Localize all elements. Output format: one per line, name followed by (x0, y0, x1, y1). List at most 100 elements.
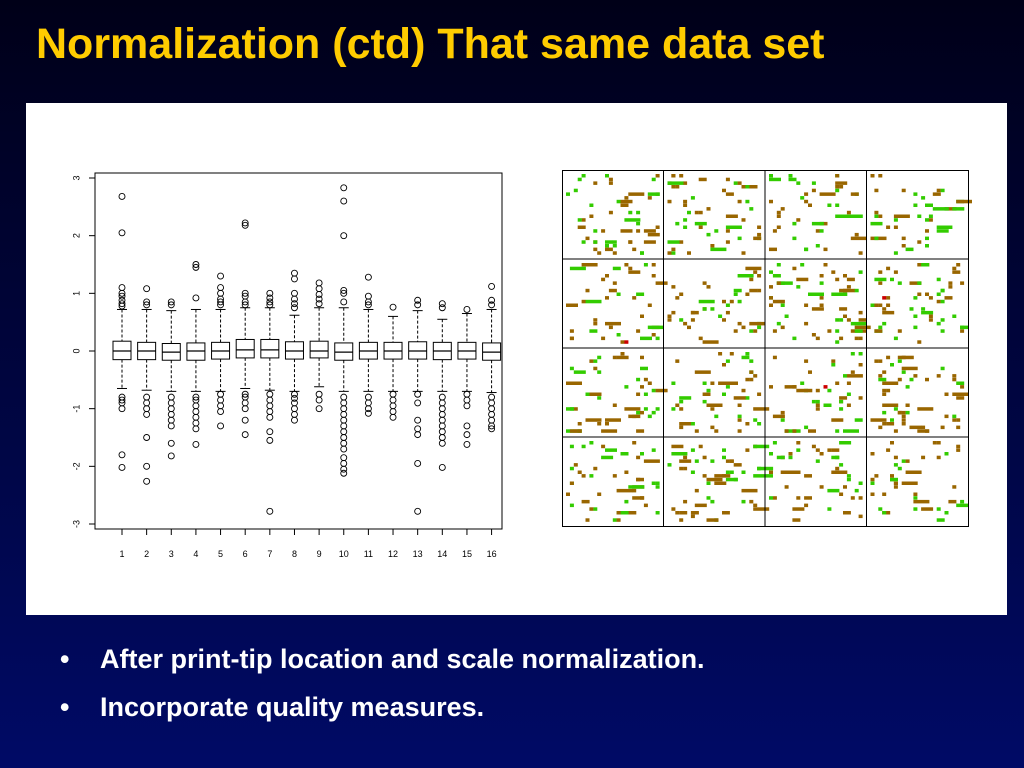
heat-spot (757, 466, 762, 471)
heat-spot (640, 355, 644, 360)
heat-spot (831, 363, 836, 367)
outlier-point (118, 284, 126, 292)
heat-spot (808, 292, 824, 296)
heat-spot (745, 396, 750, 400)
figure-panel: -3 -2 -1 0 1 2 3 1 2 3 4 5 6 7 8 9 10 11 12 13 14 15 16 (26, 103, 1007, 615)
heat-spot (655, 511, 660, 515)
heat-spot (683, 199, 688, 204)
outlier-point (241, 416, 249, 424)
heat-spot (960, 499, 965, 504)
heat-spot (928, 314, 933, 318)
heat-spot (831, 359, 836, 363)
heat-spot (714, 414, 719, 419)
heat-spot (878, 374, 883, 378)
heat-spot (722, 455, 726, 460)
print-tip-block (870, 263, 969, 344)
heat-spot (741, 488, 758, 493)
heat-spot (640, 477, 644, 482)
outlier-point (488, 399, 496, 407)
heat-spot (815, 244, 820, 248)
heat-spot (897, 329, 902, 333)
heat-spot (831, 470, 848, 474)
heat-spot (776, 281, 781, 285)
heat-spot (839, 318, 844, 322)
heat-spot (683, 203, 688, 207)
box-10 (334, 184, 354, 477)
outlier-point (315, 285, 323, 293)
heat-spot (605, 247, 609, 252)
heat-spot (620, 229, 633, 233)
heat-spot (706, 477, 723, 482)
heat-spot (956, 381, 965, 385)
heat-spot (858, 336, 863, 341)
heat-spot (725, 225, 742, 229)
heat-spot (772, 414, 785, 419)
outlier-point (364, 405, 372, 413)
outlier-point (438, 422, 446, 430)
heat-spot (593, 466, 598, 471)
heat-spot (890, 363, 894, 367)
heat-spot (589, 359, 594, 363)
heat-spot (948, 285, 953, 289)
outlier-point (192, 294, 200, 302)
heat-spot (792, 518, 801, 522)
outlier-point (340, 465, 348, 473)
heat-spot (690, 511, 699, 515)
heat-spot (636, 429, 645, 433)
heat-spot (890, 441, 894, 445)
heat-spot (643, 407, 648, 411)
heat-spot (956, 199, 972, 204)
outlier-point (291, 289, 298, 297)
heat-spot (835, 329, 840, 333)
heat-spot (597, 370, 602, 374)
heat-spot (612, 474, 617, 478)
heat-spot (655, 225, 660, 229)
y-tick-label: -1 (71, 405, 81, 413)
heat-spot (749, 359, 754, 363)
heat-spot (577, 225, 586, 229)
heat-spot (870, 492, 875, 496)
heat-spot (698, 210, 703, 215)
y-tick-label: -3 (71, 520, 81, 528)
outlier-point (488, 422, 496, 430)
heat-spot (675, 359, 680, 363)
outlier-point (438, 304, 446, 312)
outlier-point (414, 460, 422, 467)
y-tick-label: 0 (71, 348, 81, 353)
outlier-point (217, 284, 225, 292)
heat-spot (936, 321, 941, 326)
heat-spot (706, 392, 711, 396)
heat-spot (882, 296, 887, 300)
heat-spot (722, 448, 726, 452)
heat-spot (956, 425, 961, 430)
heat-spot (800, 263, 805, 267)
heat-spot (905, 459, 910, 463)
heat-spot (597, 392, 602, 396)
heat-spot (831, 292, 848, 296)
heat-spot (651, 410, 656, 415)
heat-spot (643, 377, 648, 382)
x-tick-label: 4 (193, 549, 198, 559)
outlier-point (414, 296, 422, 304)
heat-spot (757, 325, 762, 330)
outlier-point (266, 298, 274, 306)
outlier-point (192, 425, 200, 433)
heat-spot (960, 281, 965, 285)
heat-spot (921, 307, 926, 311)
heat-spot (725, 177, 730, 182)
heat-spot (737, 181, 742, 185)
heat-spot (940, 329, 945, 333)
outlier-point (488, 301, 496, 309)
outlier-point (266, 408, 274, 415)
heat-spot (909, 377, 914, 382)
heat-spot (956, 448, 961, 452)
heat-spot (749, 499, 754, 504)
heat-spot (815, 407, 820, 411)
heat-spot (710, 459, 715, 463)
heat-spot (811, 399, 816, 404)
heat-spot (706, 207, 711, 211)
outlier-point (167, 399, 175, 407)
heat-spot (776, 225, 781, 229)
heat-spot (671, 174, 676, 178)
heat-spot (792, 429, 797, 433)
